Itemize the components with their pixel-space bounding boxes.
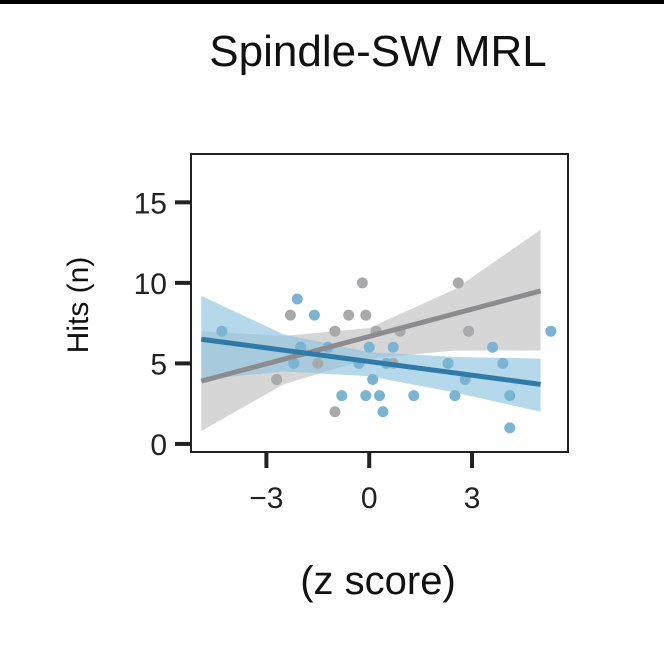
data-point-s0-0 [271, 374, 283, 386]
data-point-s0-13 [463, 325, 475, 337]
data-point-s1-20 [497, 357, 509, 369]
plot-frame [190, 153, 569, 453]
data-point-s1-9 [360, 390, 372, 402]
data-point-s1-10 [367, 374, 379, 386]
data-point-s1-17 [449, 390, 461, 402]
top-border [0, 0, 664, 4]
data-point-s0-7 [360, 309, 372, 321]
data-point-s0-3 [312, 357, 324, 369]
data-point-s1-19 [487, 341, 499, 353]
y-tick-label-1: 5 [150, 348, 167, 381]
x-tick-label-2: 3 [464, 482, 481, 515]
y-axis-label: Hits (n) [62, 257, 95, 354]
y-tick-label-3: 15 [134, 187, 167, 220]
x-tick-label-1: 0 [361, 482, 378, 515]
data-point-s1-15 [408, 390, 420, 402]
data-point-s1-14 [387, 341, 399, 353]
data-point-s1-2 [308, 309, 320, 321]
data-point-s1-1 [291, 293, 303, 305]
data-point-s1-23 [545, 325, 557, 337]
y-tick-label-0: 0 [150, 429, 167, 462]
data-point-s0-4 [329, 325, 341, 337]
data-point-s1-6 [336, 390, 348, 402]
data-point-s0-1 [284, 309, 296, 321]
data-point-s1-12 [377, 406, 389, 418]
confidence-band-1 [201, 295, 541, 412]
data-point-s0-12 [452, 277, 464, 289]
axes: 0 5 10 15 −3 0 3 [134, 187, 481, 515]
chart-title: Spindle-SW MRL [209, 27, 546, 76]
x-axis-label: (z score) [300, 559, 456, 603]
data-point-s0-9 [329, 406, 341, 418]
data-point-s1-11 [374, 390, 385, 402]
x-tick-label-0: −3 [249, 482, 283, 515]
data-point-s1-4 [288, 357, 300, 369]
data-point-s0-5 [343, 309, 355, 321]
data-point-s1-22 [504, 422, 516, 434]
data-point-s1-16 [442, 357, 454, 369]
data-point-s1-21 [504, 390, 516, 402]
data-point-s1-8 [363, 341, 375, 353]
fit-line-1 [200, 336, 541, 387]
y-tick-label-2: 10 [134, 268, 167, 301]
data-point-s1-0 [216, 325, 228, 337]
data-point-s0-6 [356, 277, 368, 289]
plot-content [200, 229, 557, 434]
fit-line-0 [200, 288, 542, 384]
